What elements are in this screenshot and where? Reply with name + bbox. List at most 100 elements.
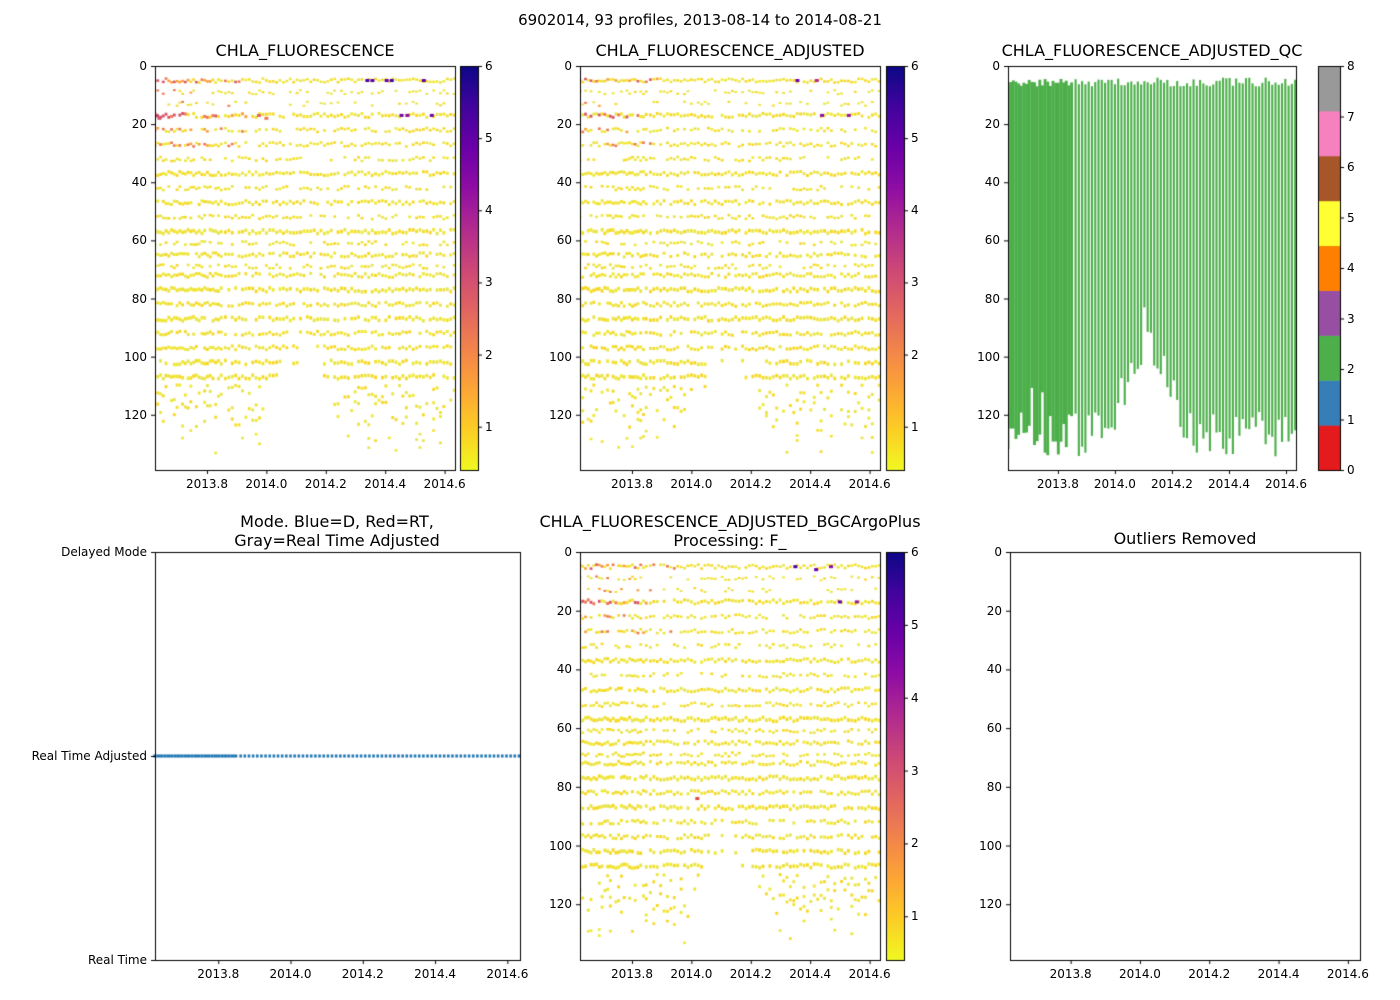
x-tick-label: 2014.6 bbox=[848, 477, 891, 491]
y-tick-label: 120 bbox=[549, 897, 572, 912]
y-tick-label: 120 bbox=[124, 407, 147, 422]
subplot-title-bgcargoplus: CHLA_FLUORESCENCE_ADJUSTED_BGCArgoPlus P… bbox=[539, 512, 921, 550]
x-tick-label: 2014.0 bbox=[269, 967, 312, 981]
figure-title: 6902014, 93 profiles, 2013-08-14 to 2014… bbox=[518, 11, 882, 29]
colorbar-tick-label: 1 bbox=[911, 909, 919, 924]
x-tick-label: 2014.6 bbox=[848, 967, 891, 981]
colorbar-tick-label: 8 bbox=[1347, 59, 1355, 73]
y-tick-label: 0 bbox=[994, 545, 1002, 559]
y-tick-label: 20 bbox=[556, 117, 572, 132]
x-tick-label: 2014.0 bbox=[1118, 967, 1161, 981]
y-tick-label: 20 bbox=[984, 117, 1000, 132]
y-tick-label: 80 bbox=[556, 291, 572, 306]
y-tick-label: 80 bbox=[556, 779, 572, 794]
y-tick-label: 100 bbox=[549, 838, 572, 853]
colorbar-tick-label: 0 bbox=[1347, 463, 1355, 477]
y-tick-label: 60 bbox=[556, 721, 572, 736]
y-tick-label: 100 bbox=[977, 349, 1000, 364]
x-tick-label: 2014.4 bbox=[414, 967, 457, 981]
x-tick-label: 2014.4 bbox=[364, 477, 407, 491]
x-tick-label: 2013.8 bbox=[1049, 967, 1092, 981]
colorbar-tick-label: 2 bbox=[1347, 362, 1355, 376]
mode-category-label: Delayed Mode bbox=[61, 545, 147, 559]
x-tick-label: 2014.0 bbox=[670, 477, 713, 491]
x-tick-label: 2014.2 bbox=[341, 967, 384, 981]
subplot-title-chla-fluorescence-adjusted-qc: CHLA_FLUORESCENCE_ADJUSTED_QC bbox=[1001, 41, 1303, 60]
x-tick-label: 2014.6 bbox=[423, 477, 466, 491]
subplot-title-chla-fluorescence: CHLA_FLUORESCENCE bbox=[215, 41, 395, 60]
colorbar-tick-label: 3 bbox=[911, 275, 919, 290]
y-tick-label: 100 bbox=[124, 349, 147, 364]
y-tick-label: 60 bbox=[986, 721, 1002, 736]
colorbar-tick-label: 4 bbox=[911, 203, 919, 218]
colorbar-tick-label: 2 bbox=[485, 347, 493, 362]
colorbar-tick-label: 4 bbox=[1347, 261, 1355, 275]
x-tick-label: 2014.4 bbox=[789, 477, 832, 491]
y-tick-label: 120 bbox=[979, 897, 1002, 912]
x-tick-label: 2013.8 bbox=[197, 967, 240, 981]
y-tick-label: 100 bbox=[979, 838, 1002, 853]
x-tick-label: 2014.2 bbox=[1150, 477, 1193, 491]
colorbar-tick-label: 3 bbox=[485, 275, 493, 290]
x-tick-label: 2014.2 bbox=[729, 967, 772, 981]
colorbar-tick-label: 1 bbox=[485, 419, 493, 434]
x-tick-label: 2013.8 bbox=[185, 477, 228, 491]
x-tick-label: 2013.8 bbox=[610, 477, 653, 491]
y-tick-label: 20 bbox=[556, 603, 572, 618]
x-tick-label: 2014.4 bbox=[789, 967, 832, 981]
colorbar-tick-label: 4 bbox=[485, 203, 493, 218]
x-tick-label: 2014.0 bbox=[245, 477, 288, 491]
y-tick-label: 0 bbox=[564, 59, 572, 73]
colorbar-tick-label: 1 bbox=[1347, 412, 1355, 427]
x-tick-label: 2014.6 bbox=[1326, 967, 1369, 981]
y-tick-label: 80 bbox=[986, 779, 1002, 794]
y-tick-label: 40 bbox=[556, 662, 572, 677]
subplot-title-chla-fluorescence-adjusted: CHLA_FLUORESCENCE_ADJUSTED bbox=[595, 41, 865, 60]
x-tick-label: 2013.8 bbox=[1036, 477, 1079, 491]
x-tick-label: 2014.6 bbox=[486, 967, 529, 981]
y-tick-label: 60 bbox=[556, 233, 572, 248]
y-tick-label: 100 bbox=[549, 349, 572, 364]
colorbar-tick-label: 5 bbox=[911, 131, 919, 146]
x-tick-label: 2014.4 bbox=[1257, 967, 1300, 981]
x-tick-label: 2014.6 bbox=[1265, 477, 1308, 491]
colorbar-tick-label: 5 bbox=[1347, 210, 1355, 225]
x-tick-label: 2014.2 bbox=[1188, 967, 1231, 981]
mode-category-label: Real Time bbox=[87, 953, 147, 967]
colorbar-tick-label: 5 bbox=[911, 617, 919, 632]
y-tick-label: 80 bbox=[984, 291, 1000, 306]
colorbar-tick-label: 2 bbox=[911, 347, 919, 362]
colorbar-tick-label: 6 bbox=[911, 59, 919, 73]
colorbar-tick-label: 4 bbox=[911, 690, 919, 705]
colorbar-tick-label: 1 bbox=[911, 419, 919, 434]
x-tick-label: 2014.0 bbox=[670, 967, 713, 981]
x-tick-label: 2014.2 bbox=[729, 477, 772, 491]
x-tick-label: 2014.4 bbox=[1207, 477, 1250, 491]
y-tick-label: 0 bbox=[139, 59, 147, 73]
x-tick-label: 2013.8 bbox=[610, 967, 653, 981]
colorbar-tick-label: 6 bbox=[1347, 160, 1355, 174]
y-tick-label: 20 bbox=[131, 117, 147, 132]
y-tick-label: 0 bbox=[992, 59, 1000, 73]
colorbar-tick-label: 3 bbox=[911, 763, 919, 778]
y-tick-label: 40 bbox=[986, 662, 1002, 677]
colorbar-tick-label: 5 bbox=[485, 131, 493, 146]
y-tick-label: 120 bbox=[977, 407, 1000, 422]
subplot-title-outliers-removed: Outliers Removed bbox=[1113, 529, 1257, 548]
colorbar-tick-label: 2 bbox=[911, 836, 919, 851]
x-tick-label: 2014.0 bbox=[1093, 477, 1136, 491]
colorbar-tick-label: 6 bbox=[485, 59, 493, 73]
y-tick-label: 120 bbox=[549, 407, 572, 422]
y-tick-label: 60 bbox=[131, 233, 147, 248]
colorbar-tick-label: 6 bbox=[911, 545, 919, 559]
subplot-title-mode: Mode. Blue=D, Red=RT, Gray=Real Time Adj… bbox=[234, 512, 440, 550]
y-tick-label: 40 bbox=[131, 175, 147, 190]
x-tick-label: 2014.2 bbox=[304, 477, 347, 491]
y-tick-label: 20 bbox=[986, 603, 1002, 618]
y-tick-label: 60 bbox=[984, 233, 1000, 248]
y-tick-label: 40 bbox=[556, 175, 572, 190]
mode-category-label: Real Time Adjusted bbox=[31, 749, 147, 763]
y-tick-label: 40 bbox=[984, 175, 1000, 190]
